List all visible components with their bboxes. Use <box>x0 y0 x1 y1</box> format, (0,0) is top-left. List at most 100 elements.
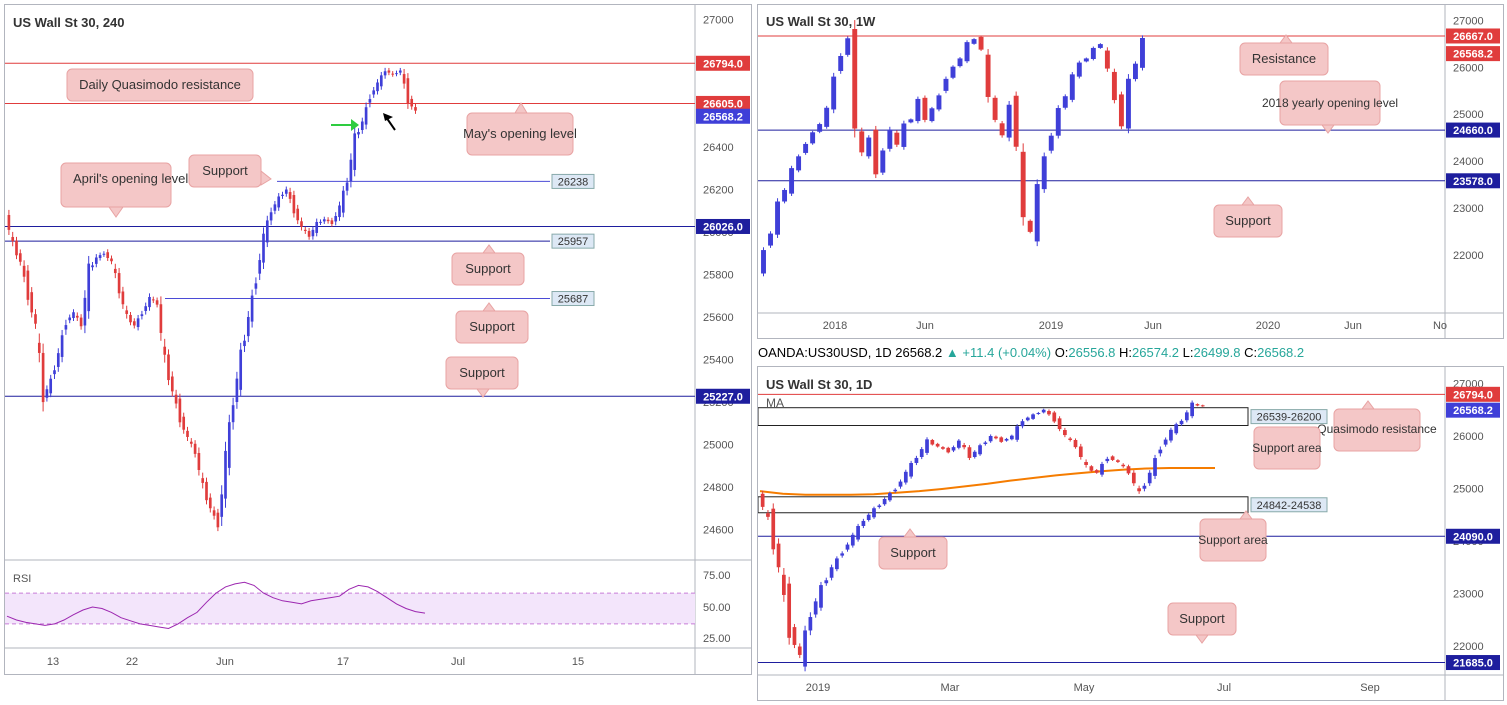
h4-candle <box>349 159 353 181</box>
weekly-candle <box>866 137 872 157</box>
h4-x-tick: Jul <box>451 656 465 668</box>
daily-candle <box>1121 464 1126 467</box>
daily-candle <box>1041 409 1046 413</box>
h4-candle <box>129 314 132 323</box>
daily-candle <box>935 443 940 447</box>
daily-candle <box>1068 438 1073 440</box>
weekly-candle <box>1111 71 1117 101</box>
daily-candle <box>1036 413 1041 415</box>
h4-callout-support-3-pointer <box>482 302 496 312</box>
daily-candle <box>1110 456 1115 460</box>
weekly-callout-yearly-pointer <box>1321 124 1335 134</box>
h4-candle <box>91 265 94 268</box>
up-triangle-icon: ▲ <box>945 345 959 360</box>
h4-inline-level-label: 25957 <box>558 236 589 248</box>
weekly-level-label-26667-bg <box>1446 28 1500 44</box>
weekly-candle <box>1090 47 1096 59</box>
daily-candle <box>999 437 1004 442</box>
daily-chart-panel[interactable]: 2700026000250002400023000220002019MarMay… <box>757 366 1504 701</box>
h4-candle <box>193 443 197 454</box>
h4-chart-svg: 2700026800266002640026200260002580025600… <box>5 5 751 674</box>
weekly-chart-panel[interactable]: 27000 26000 25000 24000 23000 22000 2018 Jun 201… <box>757 4 1504 339</box>
weekly-x-tick: Jun <box>1144 320 1162 332</box>
h4-level-label-26026-bg <box>696 218 750 234</box>
ohlc-c-label: C: <box>1244 345 1258 360</box>
h4-inline-level-label: 25687 <box>558 294 589 306</box>
weekly-candle <box>936 95 942 110</box>
h4-level-label-26605: 26605.0 <box>703 98 743 110</box>
daily-zone-label-bg <box>1250 409 1328 425</box>
weekly-x-tick: 2018 <box>823 320 847 332</box>
h4-candle <box>326 219 330 222</box>
weekly-callout-resistance-pointer <box>1279 34 1293 44</box>
daily-callout-qm-text: Quasimodo resistance <box>1317 422 1437 436</box>
h4-candle <box>368 99 372 103</box>
h4-candle <box>94 257 98 264</box>
h4-candle <box>15 240 18 256</box>
daily-candle <box>861 520 866 526</box>
h4-candle <box>49 378 53 394</box>
h4-candle <box>201 478 205 483</box>
daily-candle <box>1025 417 1030 421</box>
daily-candle <box>1094 470 1099 473</box>
h4-candle <box>45 389 49 398</box>
h4-callout-support-2: Support <box>451 244 525 286</box>
daily-candle <box>988 436 993 442</box>
weekly-candle <box>922 97 928 120</box>
daily-candle <box>925 439 929 453</box>
rsi-label: RSI <box>13 573 31 585</box>
weekly-candle <box>845 38 851 55</box>
daily-candle <box>824 580 829 584</box>
h4-x-tick: 17 <box>337 656 349 668</box>
h4-callout-support-1-text: Support <box>202 163 248 178</box>
weekly-candle <box>1118 94 1124 127</box>
weekly-candle <box>964 42 970 62</box>
h4-candle <box>83 297 87 326</box>
h4-candle <box>281 194 284 196</box>
weekly-y-tick: 25000 <box>1453 109 1484 121</box>
h4-candle <box>102 253 106 255</box>
h4-candle <box>53 370 56 375</box>
h4-candle <box>64 325 68 330</box>
h4-candle <box>345 182 349 191</box>
h4-candle <box>182 416 186 430</box>
h4-candle <box>227 422 231 468</box>
h4-candle <box>72 312 75 319</box>
weekly-candle <box>915 98 921 122</box>
daily-candle <box>797 646 802 655</box>
h4-callout-support-2-line: Support <box>465 261 511 276</box>
daily-callout-area1-box <box>1253 426 1321 470</box>
daily-candle <box>771 508 776 550</box>
h4-candle <box>167 354 170 381</box>
h4-candle <box>22 265 26 277</box>
daily-zone-label: 26539-26200 <box>1257 412 1322 424</box>
daily-candle <box>872 508 876 518</box>
daily-y-tick: 23000 <box>1453 589 1484 601</box>
weekly-level-label-24660: 24660.0 <box>1453 125 1493 137</box>
h4-candle <box>60 335 64 357</box>
daily-level-label-26794-bg <box>1446 386 1500 402</box>
h4-y-tick: 26200 <box>703 185 734 197</box>
h4-chart-panel[interactable]: 2700026800266002640026200260002580025600… <box>4 4 752 675</box>
daily-level-label-24090-bg <box>1446 528 1500 544</box>
h4-candle <box>376 82 379 92</box>
h4-candle <box>273 204 277 211</box>
daily-candle <box>819 585 823 608</box>
daily-x-tick: Mar <box>941 682 960 694</box>
weekly-y-tick: 24000 <box>1453 156 1484 168</box>
h4-candle <box>269 212 273 221</box>
h4-candle <box>37 342 41 353</box>
weekly-candle <box>957 58 963 67</box>
h4-candle <box>79 317 83 327</box>
daily-candle <box>898 481 903 487</box>
daily-candle <box>1153 458 1157 476</box>
weekly-candle <box>1140 37 1145 68</box>
daily-candle <box>1163 439 1168 445</box>
h4-candle <box>174 394 178 404</box>
h4-candle <box>148 296 151 308</box>
h4-candle <box>144 306 148 311</box>
weekly-candle <box>761 250 766 274</box>
h4-inline-level-bg <box>551 173 595 189</box>
daily-candle <box>1200 405 1205 407</box>
daily-callout-area2-text: Support area <box>1198 533 1268 547</box>
